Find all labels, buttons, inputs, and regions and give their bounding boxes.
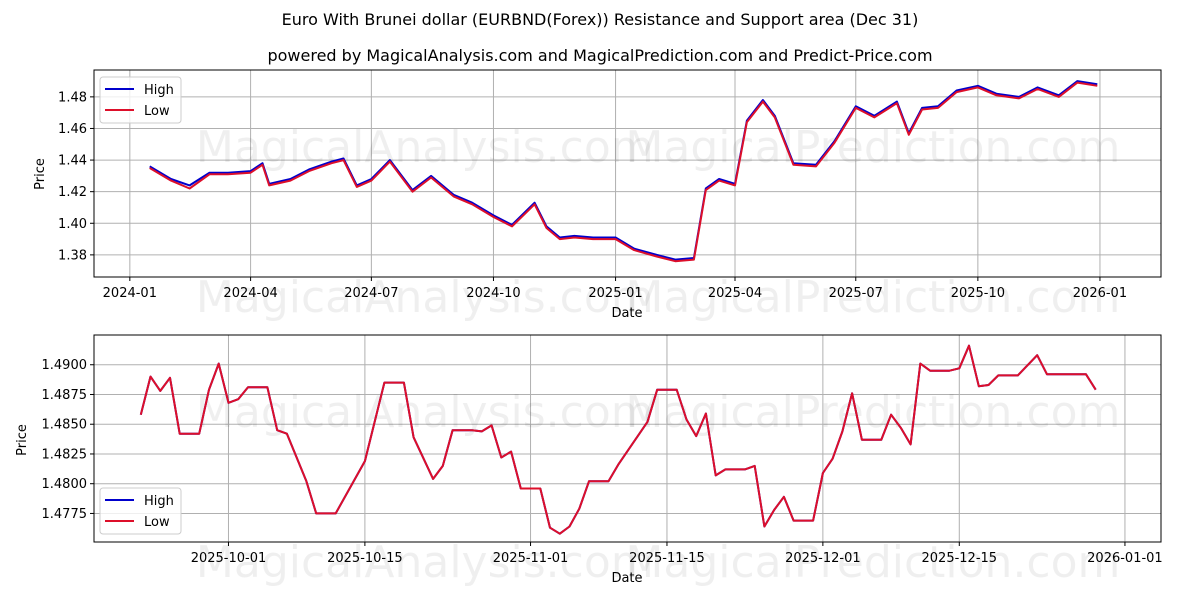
y-tick-label: 1.38	[58, 248, 87, 263]
watermark: MagicalPrediction.com	[625, 537, 1120, 588]
x-tick-label: 2025-10-01	[191, 551, 267, 566]
x-tick-label: 2026-01	[1073, 286, 1127, 301]
watermark: MagicalAnalysis.com	[196, 537, 654, 588]
x-tick-label: 2025-11-01	[493, 551, 569, 566]
x-tick-label: 2025-11-15	[629, 551, 705, 566]
y-tick-label: 1.4875	[42, 388, 88, 403]
bottom-x-axis-label: Date	[611, 571, 642, 586]
top-y-axis-label: Price	[33, 158, 48, 190]
top-price-lines	[149, 80, 1098, 263]
x-tick-label: 2025-12-01	[785, 551, 861, 566]
bottom-axis-ticks: 1.4775 1.4800 1.4825 1.4850 1.4875 1.4900 2025…	[42, 358, 1163, 566]
y-tick-label: 1.4775	[42, 507, 88, 522]
y-tick-label: 1.44	[58, 154, 87, 169]
watermark: MagicalPrediction.com	[625, 122, 1120, 173]
top-legend: High Low	[99, 76, 182, 124]
x-tick-label: 2024-07	[344, 286, 398, 301]
bottom-watermarks: MagicalAnalysis.comMagicalPrediction.com…	[196, 387, 1120, 588]
x-tick-label: 2024-04	[223, 286, 277, 301]
x-tick-label: 2025-10-15	[327, 551, 403, 566]
y-tick-label: 1.40	[58, 217, 87, 232]
chart-title: Euro With Brunei dollar (EURBND(Forex)) …	[281, 10, 919, 29]
bottom-legend: High Low	[99, 487, 182, 535]
y-tick-label: 1.46	[58, 122, 87, 137]
top-chart: MagicalAnalysis.comMagicalPrediction.com…	[33, 69, 1162, 323]
legend-high-label: High	[144, 83, 174, 98]
top-axis-ticks: 1.38 1.40 1.42 1.44 1.46 1.48 2024-01 2024-04 20…	[58, 90, 1127, 301]
bottom-y-axis-label: Price	[15, 424, 30, 456]
bottom-price-lines	[139, 344, 1097, 535]
x-tick-label: 2025-10	[951, 286, 1005, 301]
watermark: MagicalAnalysis.com	[196, 122, 654, 173]
y-tick-label: 1.4900	[42, 358, 88, 373]
chart-subtitle: powered by MagicalAnalysis.com and Magic…	[267, 46, 933, 65]
x-tick-label: 2024-01	[103, 286, 157, 301]
top-watermarks: MagicalAnalysis.comMagicalPrediction.com…	[196, 122, 1120, 323]
legend-high-label: High	[144, 494, 174, 509]
legend-low-label: Low	[144, 515, 170, 530]
series-low-line	[139, 344, 1097, 535]
y-tick-label: 1.4825	[42, 447, 88, 462]
x-tick-label: 2025-04	[708, 286, 762, 301]
series-high-line	[139, 344, 1097, 535]
legend-low-label: Low	[144, 104, 170, 119]
x-tick-label: 2024-10	[466, 286, 520, 301]
x-tick-label: 2025-01	[588, 286, 642, 301]
x-tick-label: 2025-12-15	[922, 551, 998, 566]
x-tick-label: 2026-01-01	[1087, 551, 1163, 566]
x-tick-label: 2025-07	[829, 286, 883, 301]
watermark: MagicalPrediction.com	[625, 272, 1120, 323]
y-tick-label: 1.48	[58, 90, 87, 105]
series-high-line	[149, 80, 1098, 261]
watermark: MagicalAnalysis.com	[196, 272, 654, 323]
y-tick-label: 1.4800	[42, 477, 88, 492]
top-x-axis-label: Date	[611, 306, 642, 321]
y-tick-label: 1.42	[58, 185, 87, 200]
watermark: MagicalAnalysis.com	[196, 387, 654, 438]
y-tick-label: 1.4850	[42, 418, 88, 433]
series-low-line	[149, 81, 1098, 263]
bottom-grid	[94, 335, 1161, 542]
bottom-chart: MagicalAnalysis.comMagicalPrediction.com…	[15, 334, 1163, 588]
